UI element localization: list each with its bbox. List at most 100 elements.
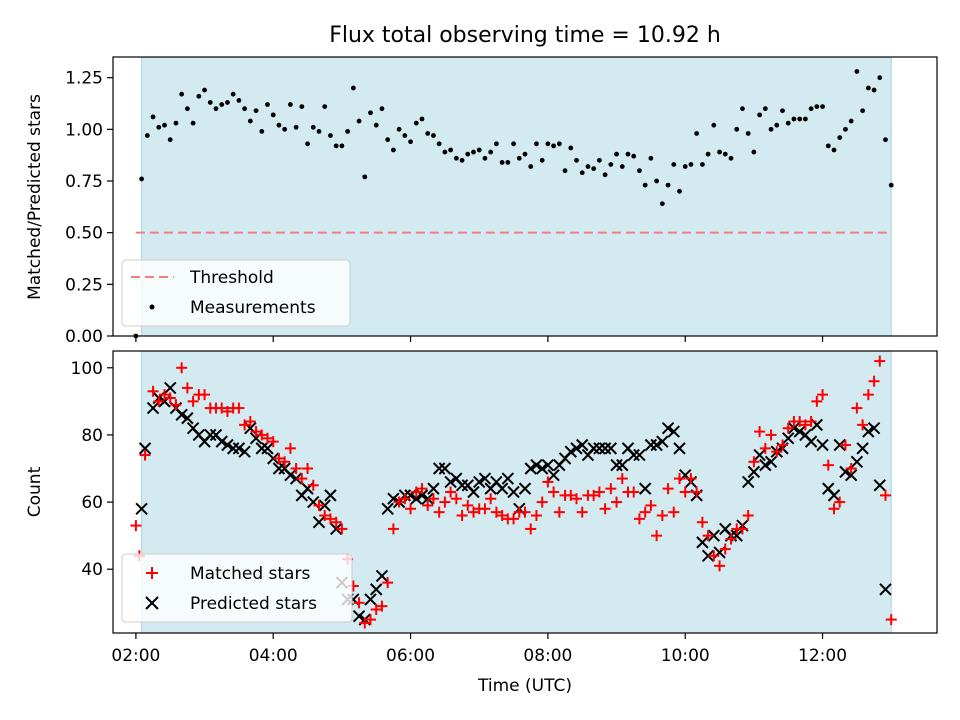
- matched-star-point: [530, 510, 542, 521]
- bottom-y-axis: 40 60 80 100: [71, 359, 113, 580]
- matched-star-point: [633, 513, 645, 525]
- measurement-point: [362, 174, 368, 180]
- predicted-star-point: [530, 458, 543, 472]
- predicted-star-point: [844, 469, 858, 482]
- x-tick-label: 04:00: [249, 646, 298, 666]
- predicted-star-point: [255, 442, 268, 455]
- measurement-point: [791, 116, 797, 122]
- measurement-point: [225, 100, 230, 105]
- measurement-point: [688, 162, 694, 167]
- measurement-point: [877, 75, 883, 81]
- predicted-star-point: [272, 462, 286, 475]
- predicted-star-point: [438, 462, 452, 475]
- measurement-point: [202, 87, 207, 93]
- matched-star-point: [651, 530, 663, 542]
- x-tick-label: 12:00: [798, 646, 847, 666]
- top-x-axis: [135, 336, 824, 342]
- predicted-star-point: [741, 475, 755, 489]
- predicted-star-point: [518, 482, 532, 495]
- measurement-point: [619, 164, 625, 169]
- predicted-star-point: [782, 432, 795, 445]
- matched-star-point: [525, 523, 537, 535]
- measurement-point: [545, 141, 551, 147]
- predicted-points: [135, 381, 892, 626]
- predicted-star-point: [827, 489, 841, 502]
- predicted-star-point: [867, 422, 881, 435]
- matched-star-point: [571, 493, 582, 505]
- measurement-point: [757, 112, 763, 118]
- matched-star-point: [576, 506, 588, 518]
- legend-measurements-label: Measurements: [190, 298, 316, 318]
- matched-star-point: [256, 429, 268, 441]
- matched-star-point: [456, 510, 468, 521]
- measurement-point: [310, 124, 316, 130]
- predicted-star-point: [656, 435, 669, 448]
- measurement-point: [780, 108, 785, 114]
- legend-predicted-label: Predicted stars: [190, 594, 317, 614]
- predicted-star-point: [862, 425, 875, 438]
- measurement-point: [825, 143, 831, 149]
- matched-star-point: [433, 506, 445, 518]
- measurement-point: [865, 85, 871, 91]
- predicted-star-point: [175, 408, 188, 421]
- predicted-star-point: [467, 485, 480, 499]
- measurement-point: [528, 164, 534, 169]
- predicted-star-point: [764, 455, 778, 468]
- measurement-point: [270, 112, 276, 118]
- matched-star-point: [862, 389, 874, 401]
- measurement-points: [133, 69, 894, 339]
- predicted-star-point: [535, 462, 549, 475]
- matched-star-point: [250, 426, 262, 438]
- bottom-panel: 40 60 80 100 02:00 04:00 06:00 08:00 10:00 12:00…: [25, 350, 938, 696]
- measurement-point: [722, 151, 728, 157]
- predicted-star-point: [226, 442, 240, 455]
- measurement-point: [316, 129, 322, 134]
- matched-star-point: [313, 499, 325, 511]
- measurement-point: [785, 120, 791, 126]
- matched-star-point: [324, 513, 336, 525]
- predicted-star-point: [135, 502, 148, 515]
- predicted-star-point: [541, 458, 555, 472]
- predicted-star-point: [455, 479, 469, 492]
- matched-star-point: [777, 439, 788, 451]
- measurement-point: [848, 118, 854, 124]
- top-y-axis-label: Matched/Predicted stars: [25, 94, 45, 300]
- predicted-star-point: [850, 455, 864, 468]
- matched-star-point: [130, 520, 142, 532]
- y-tick-label: 80: [81, 426, 103, 446]
- y-tick-label: 1.25: [65, 69, 103, 89]
- x-tick-label: 10:00: [661, 646, 710, 666]
- measurement-point: [751, 149, 757, 155]
- measurement-point: [482, 155, 488, 161]
- matched-star-point: [771, 446, 783, 458]
- matched-star-point: [719, 543, 731, 555]
- predicted-star-point: [352, 610, 366, 623]
- measurement-point: [339, 143, 345, 149]
- measurement-point: [802, 116, 808, 122]
- predicted-star-point: [667, 425, 680, 438]
- measurement-point: [854, 69, 860, 74]
- measurement-point: [156, 124, 162, 130]
- measurement-point: [476, 147, 482, 153]
- measurement-point: [534, 141, 539, 147]
- measurement-point: [465, 151, 471, 157]
- measurement-point: [373, 122, 379, 128]
- measurement-point: [837, 135, 843, 141]
- matched-star-point: [565, 489, 577, 501]
- matched-star-point: [845, 463, 857, 474]
- measurement-point: [568, 145, 574, 151]
- predicted-star-point: [138, 442, 152, 455]
- top-legend: Threshold Measurements: [121, 259, 351, 327]
- y-tick-label: 60: [81, 493, 103, 513]
- measurement-point: [385, 137, 391, 143]
- matched-star-point: [542, 476, 554, 488]
- measurement-point: [442, 149, 448, 155]
- matched-star-point: [759, 442, 771, 454]
- matched-star-point: [290, 463, 302, 474]
- predicted-star-point: [164, 381, 177, 395]
- measurement-point: [774, 122, 780, 128]
- predicted-star-point: [701, 549, 715, 562]
- predicted-star-point: [364, 593, 377, 606]
- measurement-point: [768, 126, 774, 132]
- matched-star-point: [714, 560, 726, 572]
